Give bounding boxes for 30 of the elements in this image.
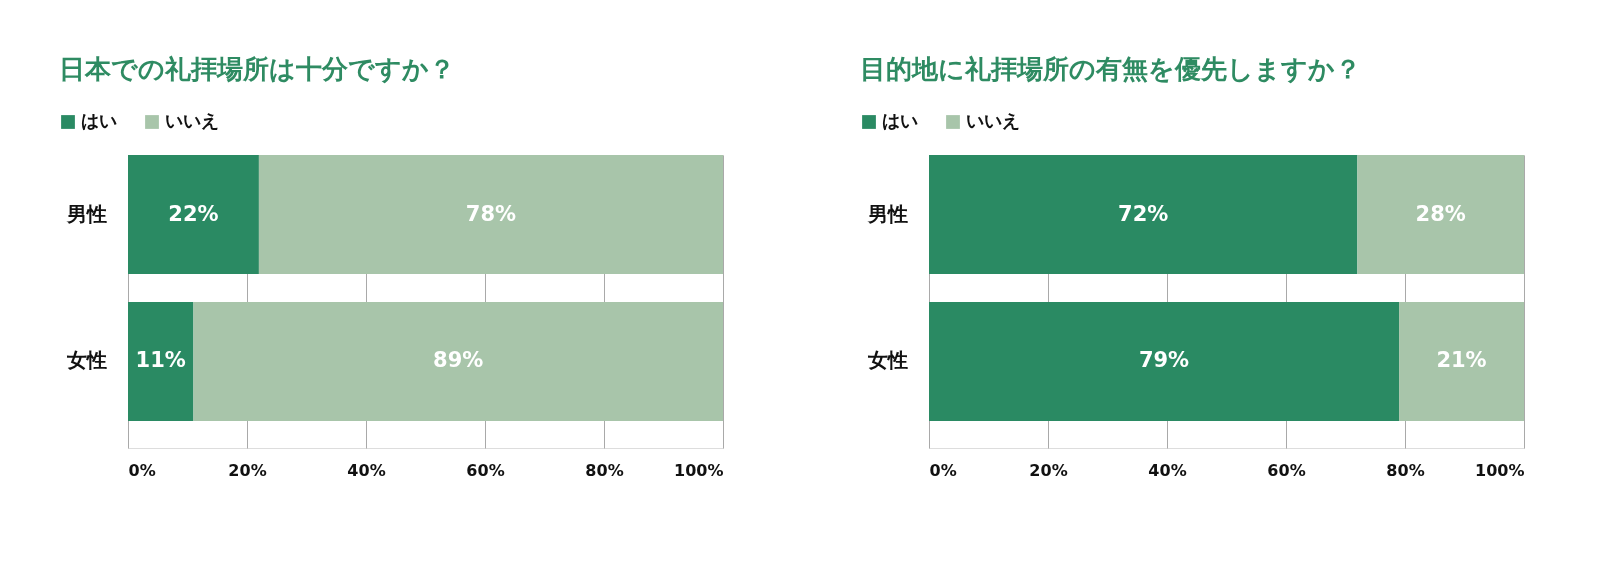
data-label: 79%: [1138, 348, 1190, 373]
x-tick-label: 20%: [1029, 460, 1068, 480]
legend-label: いいえ: [966, 110, 1020, 131]
legend-label: はい: [882, 110, 918, 131]
x-tick-label: 20%: [228, 460, 267, 480]
x-tick-label: 60%: [1267, 460, 1306, 480]
legend-label: はい: [81, 110, 117, 131]
legend-label: いいえ: [165, 110, 219, 131]
x-tick-label: 80%: [1386, 460, 1425, 480]
x-tick-label: 100%: [1475, 460, 1525, 480]
data-label: 21%: [1436, 348, 1487, 373]
x-tick-label: 60%: [466, 460, 505, 480]
y-tick-label: 女性: [65, 348, 107, 373]
data-label: 11%: [135, 348, 186, 373]
x-tick-label: 0%: [128, 460, 156, 480]
data-label: 28%: [1415, 201, 1466, 226]
y-tick-label: 男性: [866, 201, 908, 226]
x-tick-label: 40%: [347, 460, 386, 480]
x-tick-label: 100%: [674, 460, 724, 480]
data-label: 72%: [1118, 201, 1169, 226]
y-tick-label: 女性: [866, 348, 908, 373]
x-tick-label: 80%: [585, 460, 624, 480]
data-label: 89%: [433, 348, 484, 373]
x-tick-label: 0%: [929, 460, 957, 480]
chart-title: 目的地に礼拝場所の有無を優先しますか？: [860, 54, 1361, 84]
y-tick-label: 男性: [65, 201, 107, 226]
chart-title: 日本での礼拝場所は十分ですか？: [59, 54, 455, 84]
x-tick-label: 40%: [1148, 460, 1187, 480]
data-label: 78%: [465, 201, 517, 226]
data-label: 22%: [168, 201, 219, 226]
